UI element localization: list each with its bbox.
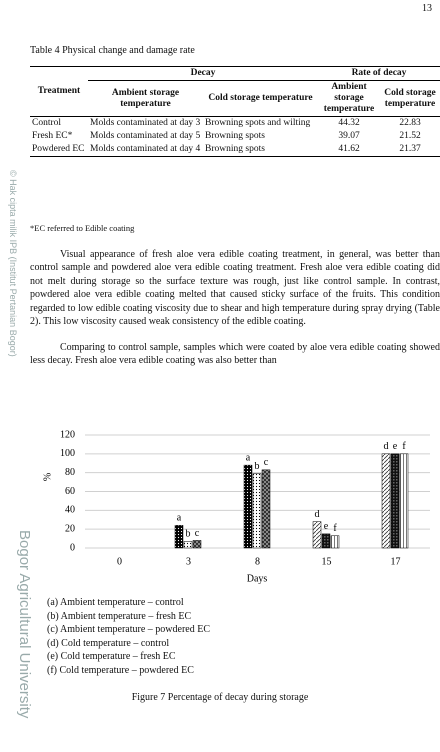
header-cell: Ambient storage temperature [318,80,380,117]
bar [252,473,262,549]
y-axis-label: % [42,473,53,481]
table-caption: Table 4 Physical change and damage rate [30,45,195,56]
y-tick-label: 120 [60,429,75,440]
bar-letter: b [255,461,260,472]
paragraph: Visual appearance of fresh aloe vera edi… [30,249,440,328]
x-tick-label: 8 [255,556,260,567]
header-cell: Treatment [30,66,88,117]
bar-letter: c [264,457,269,468]
header-cell: Cold storage temperature [203,80,318,117]
legend-entry: (b) Ambient temperature – fresh EC [47,610,192,622]
table-row: Fresh EC* Molds contaminated at day 5 Brow… [30,130,440,143]
bar [183,541,193,549]
table-cell: Powdered EC [30,143,88,157]
x-tick-label: 15 [322,556,332,567]
header-cell: Cold storage temperature [380,80,440,117]
table: Treatment Decay Rate of decay Ambient st… [30,66,440,157]
table-cell: Fresh EC* [32,131,73,141]
y-tick-label: 40 [65,505,75,516]
table-cell: 39.07 [338,131,360,141]
watermark: © Hak cipta milik IPB (Institut Pertania… [8,170,18,357]
bar-letter: f [402,441,406,452]
table-row: Control Molds contaminated at day 3 Browni… [30,117,440,131]
table-cell: 21.52 [399,131,421,141]
bar [192,540,202,549]
bar-letter: a [246,452,251,463]
bar [261,469,271,549]
bar [243,464,253,549]
bar-letter: e [324,521,329,532]
header-cell: Ambient storage temperature [88,80,203,117]
legend-entry: (f) Cold temperature – powdered EC [47,664,194,676]
paragraph: Comparing to control sample, samples whi… [30,342,440,367]
y-tick-label: 100 [60,448,75,459]
bar-letter: f [333,523,337,534]
table-note: *EC referred to Edible coating [30,223,135,233]
bar-letter: c [195,528,200,539]
table-cell: Browning spots and wilting [205,118,311,128]
legend: (a) Ambient temperature – control (b) Amb… [47,596,210,678]
table-row: Powdered EC Molds contaminated at day 4 Br… [30,143,440,157]
table-cell: Molds contaminated at day 4 [88,143,203,157]
y-tick-label: 60 [65,486,75,497]
table-cell: Browning spots [203,143,318,157]
legend-entry: (e) Cold temperature – fresh EC [47,651,176,663]
bar-letter: e [393,441,398,452]
table-cell: 41.62 [318,143,380,157]
bar [330,535,340,549]
bar [321,533,331,549]
y-tick-label: 80 [65,467,75,478]
bar [390,453,400,549]
bar [381,453,391,549]
x-tick-label: 0 [117,556,122,567]
y-tick-label: 0 [70,542,75,553]
table-cell: 22.83 [399,118,421,128]
bar-letter: b [186,529,191,540]
figure-caption: Figure 7 Percentage of decay during stor… [131,692,309,703]
bar-letter: d [384,441,389,452]
legend-entry: (a) Ambient temperature – control [47,597,184,608]
y-tick-label: 20 [65,523,75,534]
bar [399,453,409,549]
legend-entry: (c) Ambient temperature – powdered EC [47,624,210,636]
page-number: 13 [422,3,432,14]
bar [312,521,322,549]
x-tick-label: 17 [391,556,401,567]
header-cell: Decay [88,66,318,81]
x-tick-label: 3 [186,556,191,567]
table-cell: Control [32,118,62,128]
bar-letter: a [177,513,182,524]
bar [174,525,184,549]
table-cell: 44.32 [338,118,360,128]
table-cell: Molds contaminated at day 3 [90,118,201,128]
x-axis-label: Days [247,573,268,584]
header-cell: Rate of decay [318,66,440,81]
table-cell: Molds contaminated at day 5 [90,131,201,141]
table-cell: Browning spots [205,131,265,141]
bar-letter: d [315,509,320,520]
legend-entry: (d) Cold temperature – control [47,637,170,649]
table-cell: 21.37 [380,143,440,157]
